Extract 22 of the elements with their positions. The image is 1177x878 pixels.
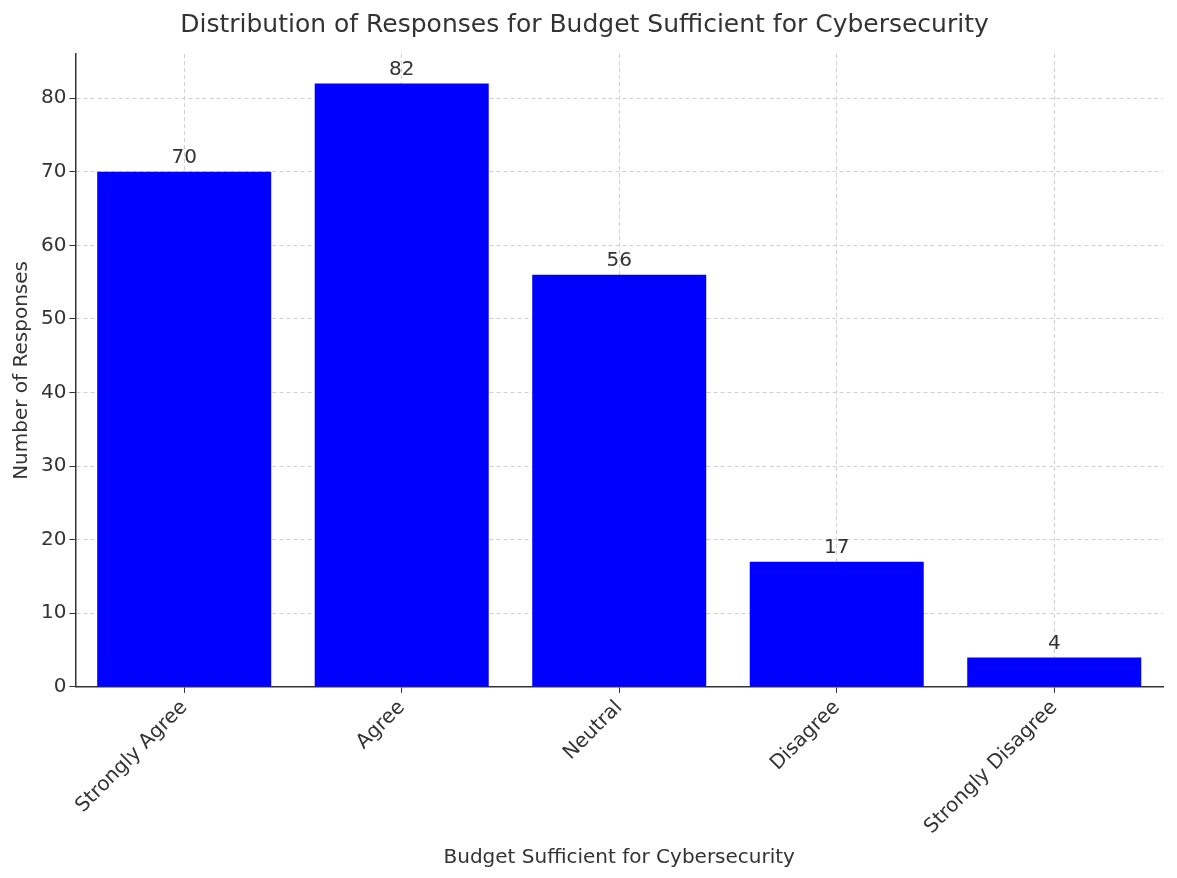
y-tick-label: 30 xyxy=(41,452,67,477)
data-label: 82 xyxy=(388,55,415,80)
y-tick-label: 10 xyxy=(41,599,67,624)
data-label: 4 xyxy=(1047,629,1061,654)
y-tick-label: 20 xyxy=(41,525,67,550)
bar xyxy=(749,561,924,687)
y-tick-label: 60 xyxy=(41,231,67,256)
y-tick-label: 0 xyxy=(53,673,67,698)
data-label: 70 xyxy=(171,143,197,168)
bar xyxy=(97,171,272,687)
data-label: 17 xyxy=(824,533,850,558)
x-axis-title: Budget Sufficient for Cybersecurity xyxy=(443,844,796,869)
y-axis-title: Number of Responses xyxy=(8,261,33,480)
y-tick-label: 80 xyxy=(41,84,67,109)
data-label: 56 xyxy=(606,246,632,271)
chart-title: Distribution of Responses for Budget Sufficient for Cybersecurity xyxy=(180,8,989,38)
bar xyxy=(967,657,1142,687)
y-tick-label: 70 xyxy=(41,157,67,182)
bar xyxy=(532,274,707,687)
y-tick-label: 40 xyxy=(41,378,67,403)
bar xyxy=(314,83,489,687)
y-tick-label: 50 xyxy=(41,305,67,330)
